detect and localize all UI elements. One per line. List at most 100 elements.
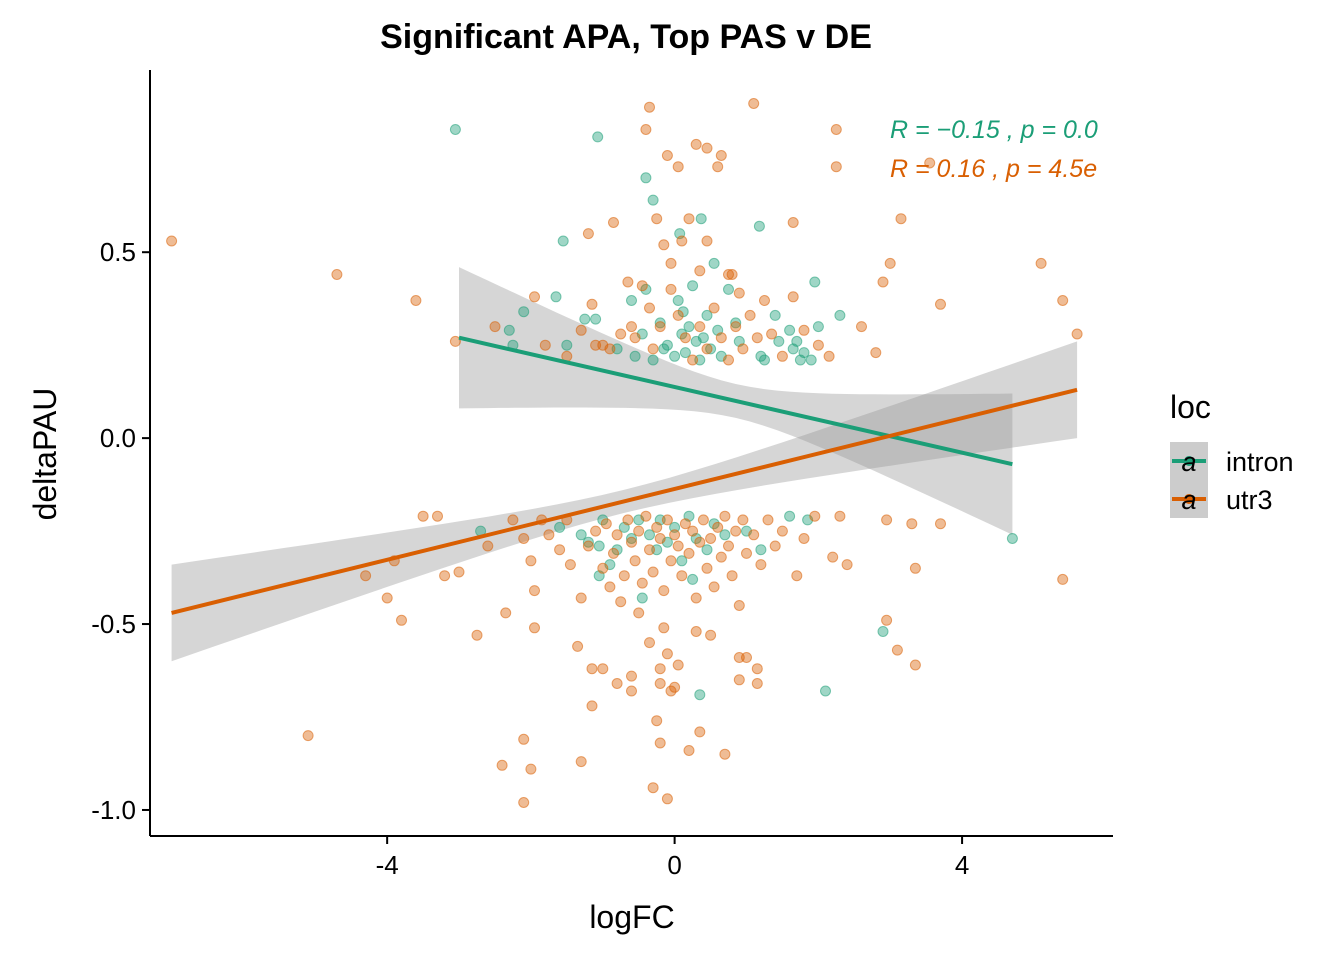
- intron-point: [679, 347, 691, 359]
- utr3-point: [690, 626, 702, 637]
- utr3-point: [586, 663, 598, 675]
- y-tick-label: 0.0: [100, 423, 136, 453]
- utr3-point: [661, 514, 673, 526]
- intron-point: [805, 354, 817, 366]
- utr3-point: [166, 235, 178, 247]
- y-tick-label: 0.5: [100, 237, 136, 267]
- utr3-point: [665, 283, 677, 295]
- utr3-point: [787, 217, 799, 228]
- utr3-point: [881, 614, 893, 626]
- intron-point: [701, 309, 713, 321]
- utr3-point: [759, 295, 770, 306]
- utr3-point: [679, 518, 691, 530]
- intron-point: [557, 235, 569, 247]
- utr3-point: [633, 525, 645, 537]
- utr3-point: [723, 269, 734, 280]
- intron-point: [787, 343, 799, 355]
- utr3-point: [891, 644, 903, 656]
- intron-legend-point: [1184, 456, 1194, 466]
- utr3-point: [626, 670, 637, 682]
- utr3-point: [626, 321, 637, 333]
- intron-point: [773, 335, 785, 347]
- utr3-point: [741, 652, 752, 663]
- utr3-point: [712, 521, 724, 533]
- utr3-point: [733, 674, 745, 686]
- utr3-point: [665, 257, 677, 269]
- utr3-point: [1057, 295, 1069, 306]
- utr3-point: [410, 295, 422, 306]
- utr3-point: [715, 150, 727, 161]
- intron-point: [687, 280, 699, 292]
- utr3-point: [701, 343, 713, 355]
- chart-title: Significant APA, Top PAS v DE: [380, 18, 872, 56]
- fit-lines: [171, 335, 1078, 615]
- utr3-point: [471, 629, 483, 641]
- utr3-point: [575, 592, 587, 604]
- intron-point: [582, 536, 594, 548]
- utr3-legend-point: [1184, 494, 1194, 504]
- utr3-point: [572, 640, 584, 652]
- utr3-point: [672, 309, 684, 321]
- intron-point: [640, 172, 652, 184]
- utr3-point: [715, 551, 727, 563]
- utr3-point: [626, 536, 637, 548]
- utr3-point: [683, 745, 695, 756]
- intron-point: [730, 317, 742, 329]
- utr3-point: [600, 518, 612, 530]
- y-axis-label: deltaPAU: [27, 388, 63, 521]
- utr3-point: [719, 510, 731, 522]
- utr3-point: [690, 138, 702, 150]
- utr3-correlation-label: R = 0.16 , p = 4.5e: [890, 155, 1097, 183]
- utr3-point: [809, 510, 821, 522]
- intron-point: [554, 521, 566, 533]
- utr3-point: [582, 540, 594, 552]
- utr3-point: [575, 756, 587, 768]
- intron-point: [755, 544, 767, 556]
- utr3-point: [895, 213, 907, 225]
- intron-legend-glyph: a: [1181, 447, 1196, 477]
- utr3-point: [823, 350, 835, 362]
- intron-point: [575, 529, 587, 541]
- utr3-point: [539, 339, 551, 351]
- intron-point: [1006, 533, 1018, 544]
- utr3-point: [827, 551, 839, 563]
- intron-point: [518, 306, 530, 318]
- utr3-point: [708, 302, 720, 314]
- utr3-point: [701, 142, 713, 154]
- x-tick-label: 4: [955, 850, 969, 880]
- intron-point: [723, 283, 734, 295]
- intron-point: [672, 295, 684, 306]
- utr3-point: [672, 659, 684, 671]
- intron-point: [759, 354, 770, 366]
- utr3-point: [654, 663, 666, 675]
- utr3-point: [694, 536, 706, 548]
- intron-point: [834, 309, 846, 321]
- utr3-point: [737, 343, 749, 355]
- utr3-point: [676, 235, 688, 247]
- utr3-point: [608, 217, 619, 228]
- utr3-point: [935, 298, 946, 310]
- intron-point: [636, 592, 648, 604]
- utr3-point: [683, 213, 695, 225]
- utr3-point: [640, 124, 652, 135]
- utr3-point: [661, 150, 673, 161]
- x-axis-label: logFC: [589, 899, 674, 935]
- utr3-point: [615, 328, 627, 340]
- utr3-point: [672, 161, 684, 173]
- intron-point: [794, 354, 806, 366]
- intron-point: [593, 540, 605, 552]
- utr3-point: [856, 321, 867, 333]
- intron-point: [769, 309, 781, 321]
- utr3-point: [705, 533, 717, 544]
- utr3-point: [687, 354, 699, 366]
- utr3-point: [672, 540, 684, 552]
- utr3-point: [708, 581, 720, 593]
- utr3-point: [705, 629, 717, 641]
- utr3-point: [723, 540, 734, 552]
- utr3-point: [626, 685, 637, 697]
- utr3-point: [396, 614, 407, 626]
- utr3-point: [751, 332, 763, 344]
- utr3-legend-glyph: a: [1181, 485, 1196, 515]
- intron-correlation-label: R = −0.15 , p = 0.0: [890, 116, 1098, 144]
